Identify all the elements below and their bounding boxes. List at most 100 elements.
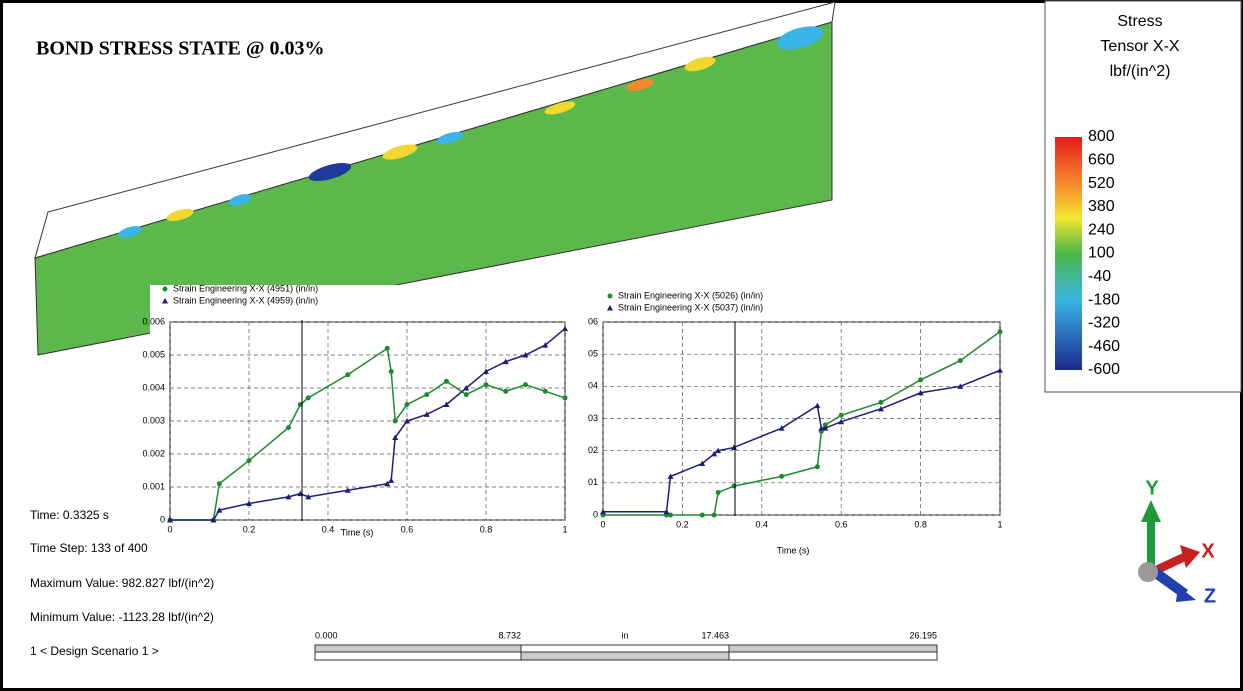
y-tick-label: 05 <box>588 349 598 359</box>
triad-label: X <box>1201 540 1215 562</box>
point-marker <box>918 377 924 383</box>
x-axis-label: Time (s) <box>341 527 374 537</box>
y-tick-label: 03 <box>588 413 598 423</box>
point-marker <box>667 512 673 518</box>
info-text: Maximum Value: 982.827 lbf/(in^2) <box>30 576 214 590</box>
point-marker <box>216 481 222 487</box>
point-marker <box>388 369 394 374</box>
y-tick-label: 06 <box>588 316 598 326</box>
legend-label: -320 <box>1088 315 1120 332</box>
scale-label: 8.732 <box>498 630 521 640</box>
series-line <box>170 328 566 521</box>
point-marker <box>424 392 430 398</box>
point-marker <box>384 345 390 351</box>
legend-label: 660 <box>1088 152 1115 169</box>
y-tick-label: 0 <box>160 514 165 524</box>
legend-title: Stress <box>1117 13 1162 30</box>
y-tick-label: 0.001 <box>142 481 165 491</box>
point-marker <box>997 367 1003 373</box>
y-tick-label: 0.005 <box>142 349 165 359</box>
point-marker <box>483 368 489 374</box>
x-tick-label: 0 <box>600 519 605 529</box>
point-marker <box>877 405 884 412</box>
triad-label: Y <box>1145 477 1159 499</box>
legend-entry: Strain Engineering X-X (5037) (in/in) <box>618 302 763 312</box>
y-tick-label: 0.002 <box>142 448 165 458</box>
point-marker <box>711 512 717 518</box>
point-marker <box>917 389 924 396</box>
point-marker <box>444 378 449 384</box>
scale-bar-segment <box>520 651 730 661</box>
legend-label: -460 <box>1088 338 1120 355</box>
point-marker <box>814 402 821 409</box>
point-marker <box>878 399 884 405</box>
legend-label: 520 <box>1088 175 1115 192</box>
point-marker <box>167 517 173 523</box>
point-marker <box>285 493 292 500</box>
point-marker <box>838 412 844 418</box>
point-marker <box>423 411 430 417</box>
point-marker <box>699 512 705 518</box>
info-text: Time Step: 133 of 400 <box>30 541 148 555</box>
legend-entry: Strain Engineering X-X (4951) (in/in) <box>173 283 318 293</box>
point-marker <box>344 487 351 493</box>
point-marker <box>997 329 1003 335</box>
point-marker <box>305 395 311 401</box>
x-tick-label: 0.8 <box>914 519 927 529</box>
point-marker <box>779 473 785 479</box>
y-tick-label: 0 <box>593 509 598 519</box>
point-marker <box>814 464 820 470</box>
legend-label: -40 <box>1088 268 1111 285</box>
series-line <box>603 331 1001 516</box>
point-marker <box>711 450 718 457</box>
x-tick-label: 0.4 <box>322 524 335 534</box>
legend-label: 100 <box>1088 245 1115 262</box>
legend-marker <box>607 293 613 299</box>
point-marker <box>392 434 399 440</box>
point-marker <box>957 358 963 364</box>
point-marker <box>522 352 529 358</box>
point-marker <box>305 493 312 500</box>
info-text: Time: 0.3325 s <box>30 508 109 522</box>
point-marker <box>523 382 528 388</box>
point-marker <box>216 507 223 513</box>
point-marker <box>404 418 410 424</box>
x-tick-label: 0 <box>167 524 172 534</box>
point-marker <box>443 401 450 407</box>
point-marker <box>731 444 738 450</box>
point-marker <box>822 422 828 428</box>
triad-label: Z <box>1204 585 1216 607</box>
x-tick-label: 0.6 <box>401 524 414 534</box>
point-marker <box>818 425 825 431</box>
point-marker <box>210 517 217 523</box>
point-marker <box>404 402 410 407</box>
x-tick-label: 0.2 <box>243 524 256 534</box>
legend-entry: Strain Engineering X-X (4959) (in/in) <box>173 295 318 305</box>
x-tick-label: 0.8 <box>480 524 493 534</box>
x-tick-label: 0.4 <box>756 519 769 529</box>
point-marker <box>502 358 509 365</box>
point-marker <box>463 392 469 398</box>
point-marker <box>778 425 785 431</box>
point-marker <box>663 508 670 515</box>
scale-label: 26.195 <box>909 630 937 640</box>
point-marker <box>463 385 470 391</box>
point-marker <box>699 460 706 467</box>
point-marker <box>600 508 606 515</box>
y-tick-label: 0.004 <box>142 382 165 392</box>
legend-marker <box>607 305 613 311</box>
point-marker <box>957 383 964 389</box>
legend-title: lbf/(in^2) <box>1110 63 1171 80</box>
series-line <box>170 347 566 521</box>
scale-bar-segment <box>728 644 938 653</box>
legend-title: Tensor X-X <box>1100 38 1179 55</box>
scale-label: in <box>621 630 628 640</box>
point-marker <box>715 489 721 495</box>
legend-label: 800 <box>1088 128 1115 145</box>
color-bar <box>1055 137 1082 370</box>
x-tick-label: 0.2 <box>676 519 689 529</box>
point-marker <box>562 395 568 401</box>
point-marker <box>384 480 391 487</box>
point-marker <box>715 447 722 454</box>
